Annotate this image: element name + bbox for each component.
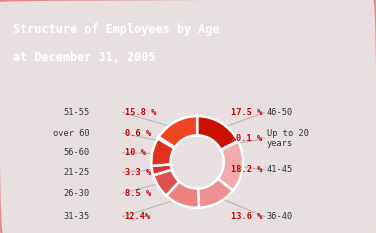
Text: 41-45: 41-45 — [267, 165, 293, 174]
Text: 31-35: 31-35 — [63, 212, 89, 221]
Wedge shape — [197, 116, 238, 150]
Text: over 60: over 60 — [53, 129, 89, 138]
Text: 0.1 %: 0.1 % — [236, 134, 262, 143]
Text: 3.3 %: 3.3 % — [125, 168, 151, 177]
Wedge shape — [198, 179, 233, 208]
Text: 8.5 %: 8.5 % — [125, 189, 151, 198]
Text: 21-25: 21-25 — [63, 168, 89, 177]
Wedge shape — [152, 164, 172, 175]
Text: 15.8 %: 15.8 % — [125, 108, 156, 117]
Text: Structure of Employees by Age: Structure of Employees by Age — [13, 23, 220, 36]
Text: 18.2 %: 18.2 % — [231, 165, 262, 174]
Wedge shape — [153, 170, 179, 196]
Wedge shape — [158, 137, 175, 148]
Wedge shape — [166, 182, 199, 208]
Text: 13.6 %: 13.6 % — [231, 212, 262, 221]
Text: 0.6 %: 0.6 % — [125, 129, 151, 138]
Text: 36-40: 36-40 — [267, 212, 293, 221]
Text: at December 31, 2005: at December 31, 2005 — [13, 51, 155, 64]
Text: Up to 20
years: Up to 20 years — [267, 129, 309, 148]
Text: 10 %: 10 % — [125, 148, 146, 157]
Text: 26-30: 26-30 — [63, 189, 89, 198]
Text: 46-50: 46-50 — [267, 108, 293, 117]
Text: 56-60: 56-60 — [63, 148, 89, 157]
Text: 12.4%: 12.4% — [125, 212, 151, 221]
Wedge shape — [221, 141, 238, 150]
Wedge shape — [218, 141, 243, 191]
Wedge shape — [159, 116, 197, 147]
Text: 51-55: 51-55 — [63, 108, 89, 117]
Wedge shape — [151, 138, 174, 166]
Text: 17.5 %: 17.5 % — [231, 108, 262, 117]
